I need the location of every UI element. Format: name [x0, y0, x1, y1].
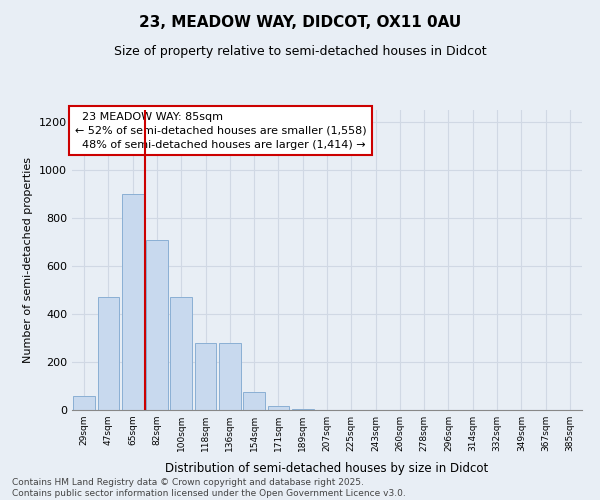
- Bar: [292, 409, 314, 410]
- Bar: [122, 194, 143, 410]
- Bar: [219, 343, 241, 410]
- Bar: [97, 297, 119, 410]
- Bar: [146, 240, 168, 410]
- Bar: [243, 392, 265, 410]
- Bar: [73, 396, 95, 410]
- Y-axis label: Number of semi-detached properties: Number of semi-detached properties: [23, 157, 34, 363]
- Bar: [194, 343, 217, 410]
- Bar: [170, 297, 192, 410]
- Text: 23 MEADOW WAY: 85sqm
← 52% of semi-detached houses are smaller (1,558)
  48% of : 23 MEADOW WAY: 85sqm ← 52% of semi-detac…: [74, 112, 366, 150]
- Text: 23, MEADOW WAY, DIDCOT, OX11 0AU: 23, MEADOW WAY, DIDCOT, OX11 0AU: [139, 15, 461, 30]
- Text: Contains HM Land Registry data © Crown copyright and database right 2025.
Contai: Contains HM Land Registry data © Crown c…: [12, 478, 406, 498]
- X-axis label: Distribution of semi-detached houses by size in Didcot: Distribution of semi-detached houses by …: [166, 462, 488, 475]
- Bar: [268, 406, 289, 410]
- Text: Size of property relative to semi-detached houses in Didcot: Size of property relative to semi-detach…: [113, 45, 487, 58]
